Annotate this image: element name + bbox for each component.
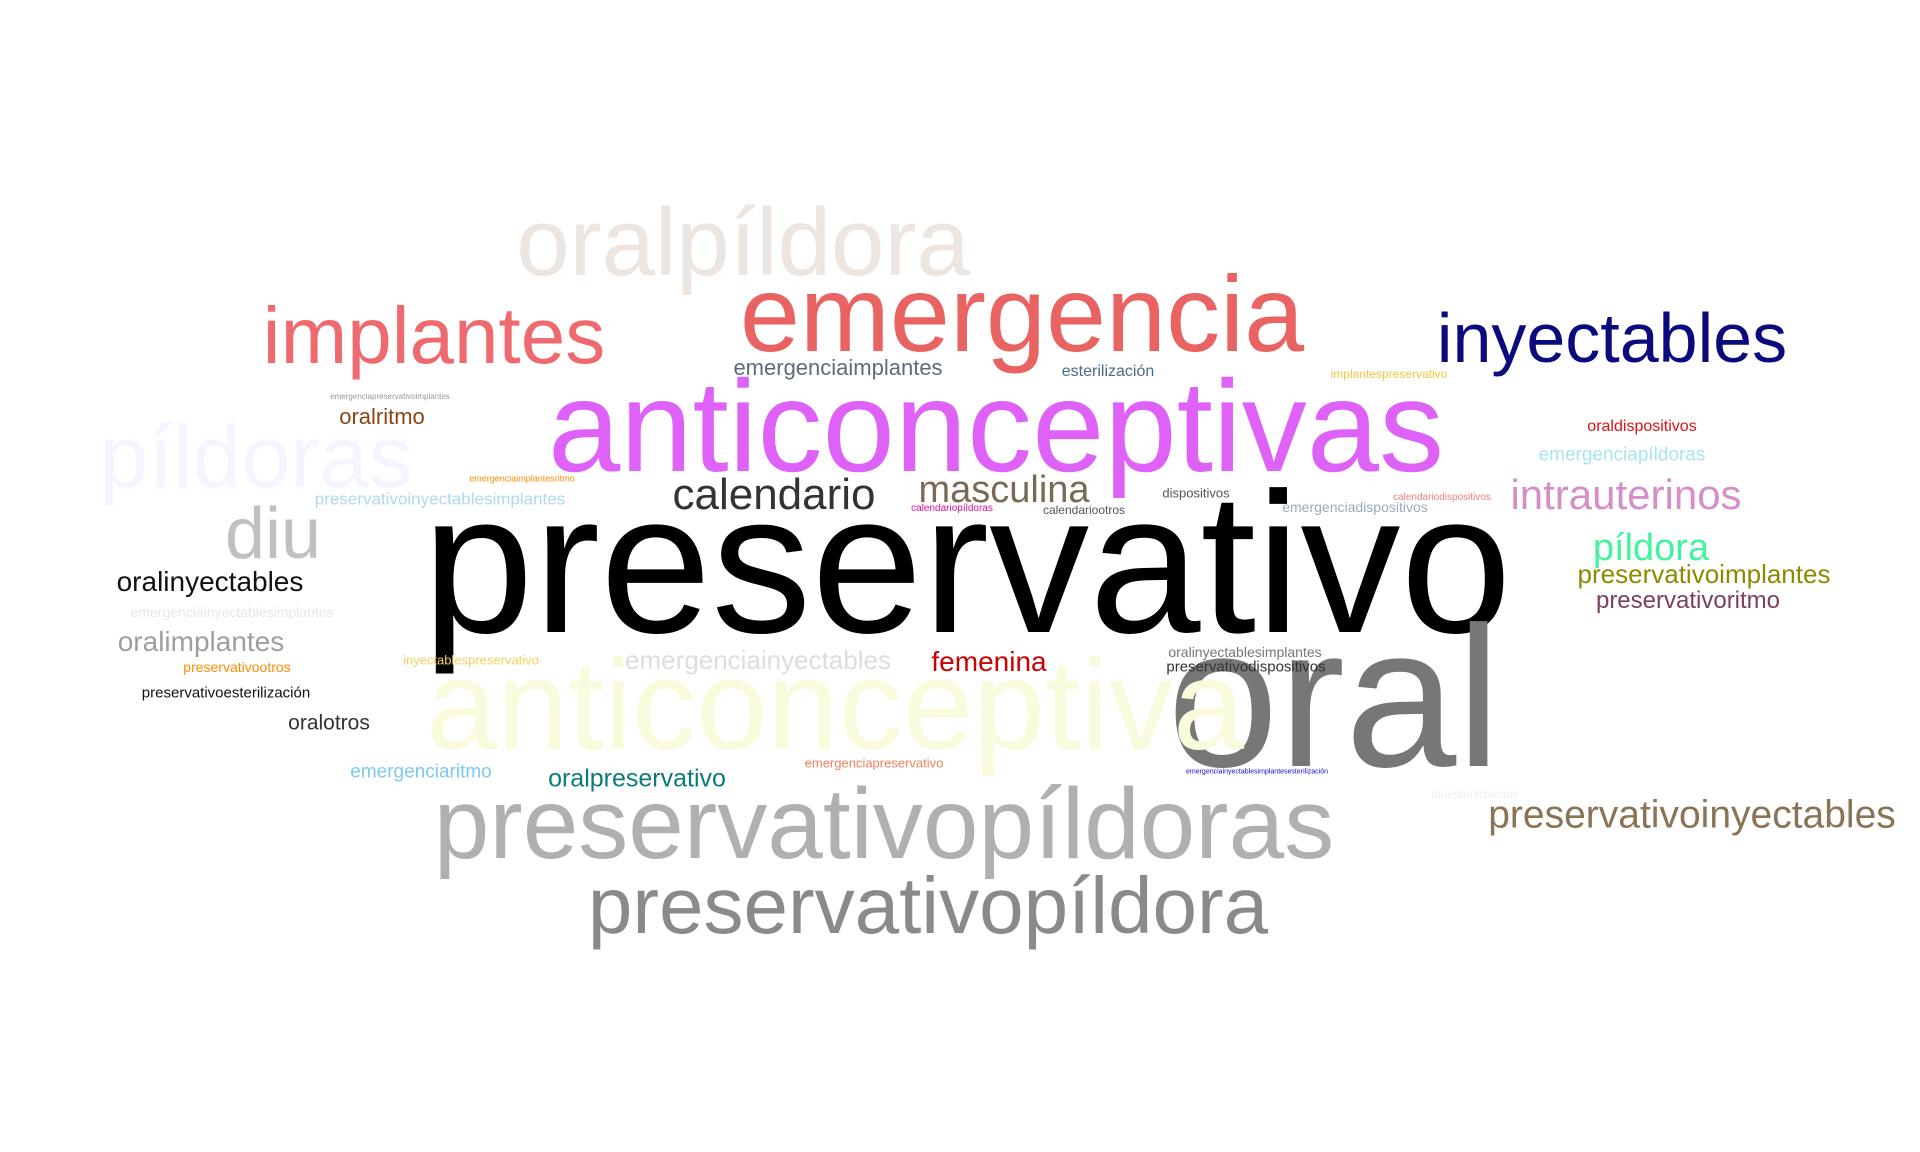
word-preservativootros: preservativootros [183, 659, 291, 675]
word-preservativopildora: preservativopíldora [587, 861, 1269, 950]
word-emergenciaimplantes: emergenciaimplantes [733, 355, 943, 380]
word-preservativoinyectablesimplantes: preservativoinyectablesimplantes [314, 489, 566, 509]
word-oralinyectablesimplantes: oralinyectablesimplantes [1168, 644, 1322, 660]
word-calendariodispositivos: calendariodispositivos [1393, 492, 1491, 503]
word-oralpreservativo: oralpreservativo [548, 764, 726, 793]
word-emergenciainyectablesimplantes: emergenciainyectablesimplantes [130, 604, 334, 620]
word-oralritmo: oralritmo [339, 404, 425, 429]
word-oralpildora: oralpíldora [516, 189, 970, 296]
word-calendario: calendario [672, 470, 876, 519]
word-masculina: masculina [918, 469, 1090, 511]
word-emergenciaimplantesritmo: emergenciaimplantesritmo [469, 473, 575, 484]
word-preservativoinyectables: preservativoinyectables [1488, 793, 1896, 837]
word-preservativo: preservativo [422, 452, 1512, 675]
word-preservativodispositivos: preservativodispositivos [1166, 658, 1326, 676]
word-diu: diu [224, 494, 322, 574]
word-inyectablespreservativo: inyectablespreservativo [403, 652, 539, 668]
word-anticonceptivas: anticonceptivas [547, 353, 1445, 499]
word-emergenciapildoras: emergenciapíldoras [1538, 444, 1706, 466]
word-preservativoimplantes: preservativoimplantes [1577, 559, 1831, 589]
word-pildora: píldora [1592, 527, 1710, 569]
word-oral: oral [1167, 586, 1501, 809]
word-emergencia: emergencia [739, 253, 1305, 374]
word-oralinyectables: oralinyectables [116, 566, 304, 597]
word-intrauterinos: intrauterinos [1510, 471, 1742, 518]
word-inyectables: inyectables [1436, 299, 1788, 377]
word-oralimplantes: oralimplantes [117, 626, 285, 657]
word-emergenciainyectables: emergenciainyectables [625, 645, 891, 675]
word-diuesterilizacion: diuesterilización [1431, 787, 1517, 801]
word-pildoras: píldoras [99, 407, 413, 506]
word-implantes: implantes [262, 291, 606, 380]
word-preservativoesterilizacion: preservativoesterilización [141, 684, 311, 702]
word-femenina: femenina [931, 646, 1047, 677]
word-anticonceptiva: anticonceptiva [425, 634, 1245, 777]
word-emergenciaritmo: emergenciaritmo [350, 761, 492, 783]
word-oraldispositivos: oraldispositivos [1587, 418, 1697, 435]
word-esterilizacion: esterilización [1061, 363, 1155, 380]
word-dispositivos: dispositivos [1162, 485, 1230, 501]
word-emergenciainyectablesimplantesesterilizacion: emergenciainyectablesimplantesesteriliza… [1185, 768, 1329, 776]
word-preservativopildoras: preservativopíldoras [433, 768, 1335, 880]
word-implantespreservativo: implantespreservativo [1330, 367, 1448, 381]
word-emergenciadispositivos: emergenciadispositivos [1282, 499, 1428, 515]
word-calendariopildoras: calendariopíldoras [911, 503, 993, 514]
word-emergenciapreservativo: emergenciapreservativo [804, 755, 944, 771]
word-preservativoritmo: preservativoritmo [1595, 587, 1781, 614]
word-emergenciapreservativoimplantes: emergenciapreservativoimplantes [330, 392, 450, 401]
word-oralotros: oralotros [288, 711, 370, 735]
word-calendariootros: calendariootros [1042, 503, 1126, 517]
